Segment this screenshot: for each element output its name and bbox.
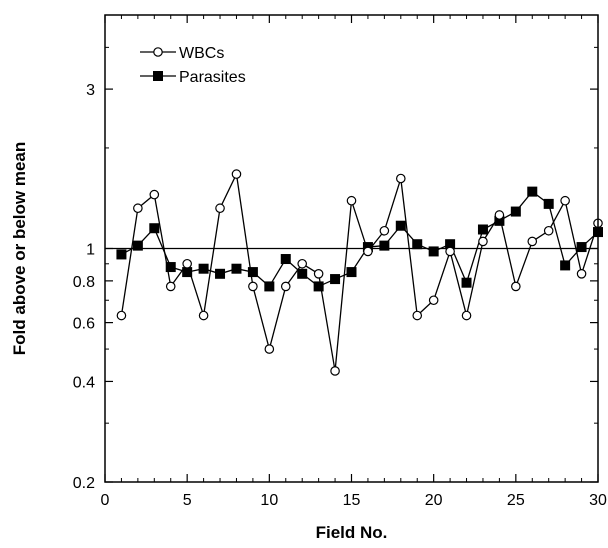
wbcs-point bbox=[445, 246, 455, 257]
x-tick-label: 30 bbox=[589, 492, 607, 509]
y-axis-title: Fold above or below mean bbox=[10, 142, 29, 355]
parasites-point bbox=[247, 267, 258, 278]
wbcs-point bbox=[248, 281, 258, 292]
x-tick-label: 15 bbox=[343, 492, 361, 509]
parasites-point bbox=[280, 254, 291, 265]
wbcs-point bbox=[412, 310, 423, 321]
wbcs-point bbox=[165, 281, 176, 292]
parasites-point bbox=[116, 249, 127, 260]
parasites-point bbox=[527, 186, 538, 197]
parasites-point bbox=[346, 267, 357, 278]
wbcs-point bbox=[182, 258, 192, 269]
parasites-point bbox=[576, 242, 587, 253]
wbcs-point bbox=[560, 195, 570, 206]
wbcs-point bbox=[215, 203, 225, 214]
x-tick-label: 5 bbox=[183, 492, 192, 509]
x-axis-title: Field No. bbox=[316, 523, 388, 542]
wbcs-point bbox=[379, 225, 390, 236]
wbcs-point bbox=[264, 344, 275, 354]
wbcs-point bbox=[363, 246, 373, 257]
wbcs-point bbox=[346, 195, 357, 206]
parasites-point bbox=[477, 224, 488, 235]
legend-wbcs-label: WBCs bbox=[179, 45, 224, 62]
parasites-point bbox=[560, 260, 571, 271]
wbcs-point bbox=[511, 281, 521, 292]
wbcs-point bbox=[280, 281, 291, 292]
wbcs-point bbox=[330, 366, 340, 376]
parasites-point bbox=[510, 206, 521, 217]
parasites-point bbox=[198, 263, 209, 274]
wbcs-point bbox=[231, 169, 242, 179]
parasites-point bbox=[182, 267, 193, 278]
x-tick-label: 25 bbox=[507, 492, 525, 509]
x-tick-label: 10 bbox=[260, 492, 278, 509]
legend-parasites-label: Parasites bbox=[179, 69, 246, 86]
parasites-point bbox=[543, 198, 554, 209]
legend: WBCs Parasites bbox=[140, 45, 246, 86]
parasites-point bbox=[461, 277, 472, 288]
parasites-point bbox=[215, 268, 226, 279]
wbcs-point bbox=[198, 310, 209, 321]
y-tick-label: 3 bbox=[86, 82, 95, 99]
wbcs-point bbox=[133, 203, 143, 214]
wbcs-point bbox=[428, 295, 439, 306]
wbcs-point bbox=[461, 310, 472, 321]
wbcs-point bbox=[543, 225, 554, 236]
parasites-point bbox=[132, 240, 143, 251]
wbcs-point bbox=[313, 268, 324, 279]
wbcs-point bbox=[149, 189, 160, 200]
wbcs-point bbox=[395, 173, 406, 184]
parasites-point bbox=[379, 240, 390, 251]
series-layer bbox=[116, 169, 603, 376]
x-tick-label: 0 bbox=[101, 492, 110, 509]
y-tick-label: 1 bbox=[86, 242, 95, 259]
parasites-point bbox=[445, 239, 456, 250]
parasites-point bbox=[395, 220, 406, 231]
wbcs-point bbox=[297, 258, 307, 269]
parasites-point bbox=[231, 263, 242, 274]
axis-ticks: 0 5 10 15 20 25 30 0.2 0.4 0.6 0.8 1 3 bbox=[73, 14, 607, 509]
wbcs-point bbox=[478, 236, 488, 247]
y-tick-label: 0.4 bbox=[73, 374, 95, 391]
y-tick-label: 0.6 bbox=[73, 316, 95, 333]
parasites-point bbox=[264, 281, 275, 292]
legend-wbcs-marker bbox=[153, 47, 163, 57]
wbcs-point bbox=[116, 310, 127, 321]
parasites-point bbox=[149, 223, 160, 234]
parasites-point bbox=[313, 281, 324, 292]
parasites-point bbox=[494, 215, 505, 226]
y-tick-label: 0.8 bbox=[73, 274, 95, 291]
wbcs-point bbox=[494, 210, 505, 220]
parasites-point bbox=[330, 274, 341, 285]
parasites-point bbox=[165, 262, 176, 273]
wbcs-point bbox=[576, 268, 587, 279]
x-tick-label: 20 bbox=[425, 492, 443, 509]
parasites-point bbox=[428, 246, 439, 257]
wbcs-point bbox=[527, 236, 538, 247]
legend-parasites-marker bbox=[153, 71, 163, 81]
parasites-point bbox=[297, 268, 308, 279]
wbcs-series-line bbox=[120, 171, 599, 372]
y-tick-label: 0.2 bbox=[73, 475, 95, 492]
parasites-point bbox=[412, 239, 423, 250]
